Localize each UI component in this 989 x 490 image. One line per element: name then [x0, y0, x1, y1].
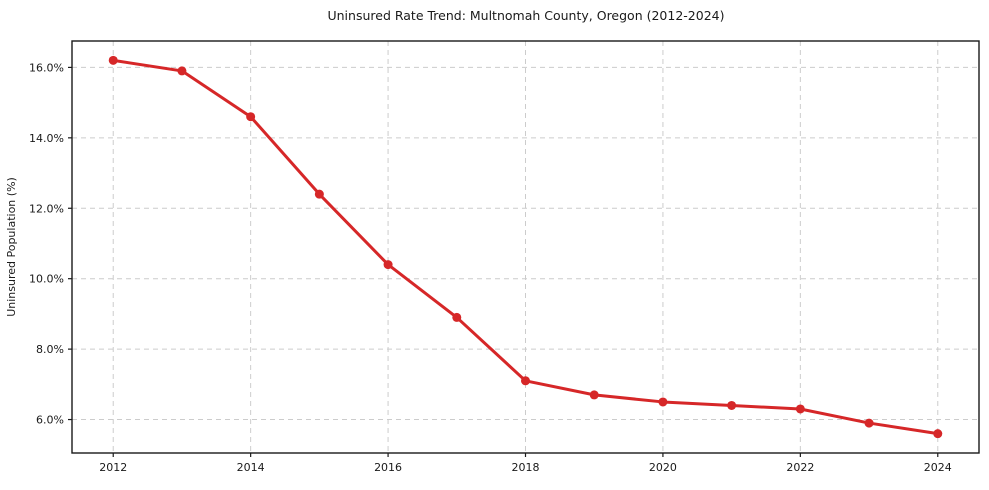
data-point	[521, 376, 530, 386]
chart-title: Uninsured Rate Trend: Multnomah County, …	[327, 8, 725, 23]
x-tick-label: 2022	[786, 461, 814, 474]
data-point	[795, 404, 805, 414]
y-axis-label: Uninsured Population (%)	[5, 177, 18, 317]
x-tick-label: 2014	[237, 461, 265, 474]
data-point	[383, 260, 393, 270]
y-tick-label: 14.0%	[29, 132, 64, 145]
x-tick-label: 2020	[649, 461, 677, 474]
data-point	[864, 418, 874, 428]
data-point	[108, 55, 118, 65]
x-tick-label: 2018	[512, 461, 540, 474]
data-point	[727, 400, 737, 410]
y-tick-label: 10.0%	[29, 273, 64, 286]
x-tick-label: 2016	[374, 461, 402, 474]
x-tick-label: 2024	[924, 461, 952, 474]
plot-background	[72, 41, 979, 453]
y-tick-label: 6.0%	[36, 414, 64, 427]
data-point	[177, 66, 187, 76]
axes-spines	[71, 40, 980, 454]
y-tick-label: 16.0%	[29, 61, 64, 74]
y-tick-label: 8.0%	[36, 343, 64, 356]
data-point	[589, 390, 599, 400]
data-point	[246, 112, 256, 122]
data-point	[933, 429, 943, 439]
y-tick-label: 12.0%	[29, 202, 64, 215]
data-point	[452, 312, 462, 322]
x-tick-label: 2012	[99, 461, 127, 474]
data-point	[658, 397, 668, 407]
data-point	[314, 189, 324, 199]
